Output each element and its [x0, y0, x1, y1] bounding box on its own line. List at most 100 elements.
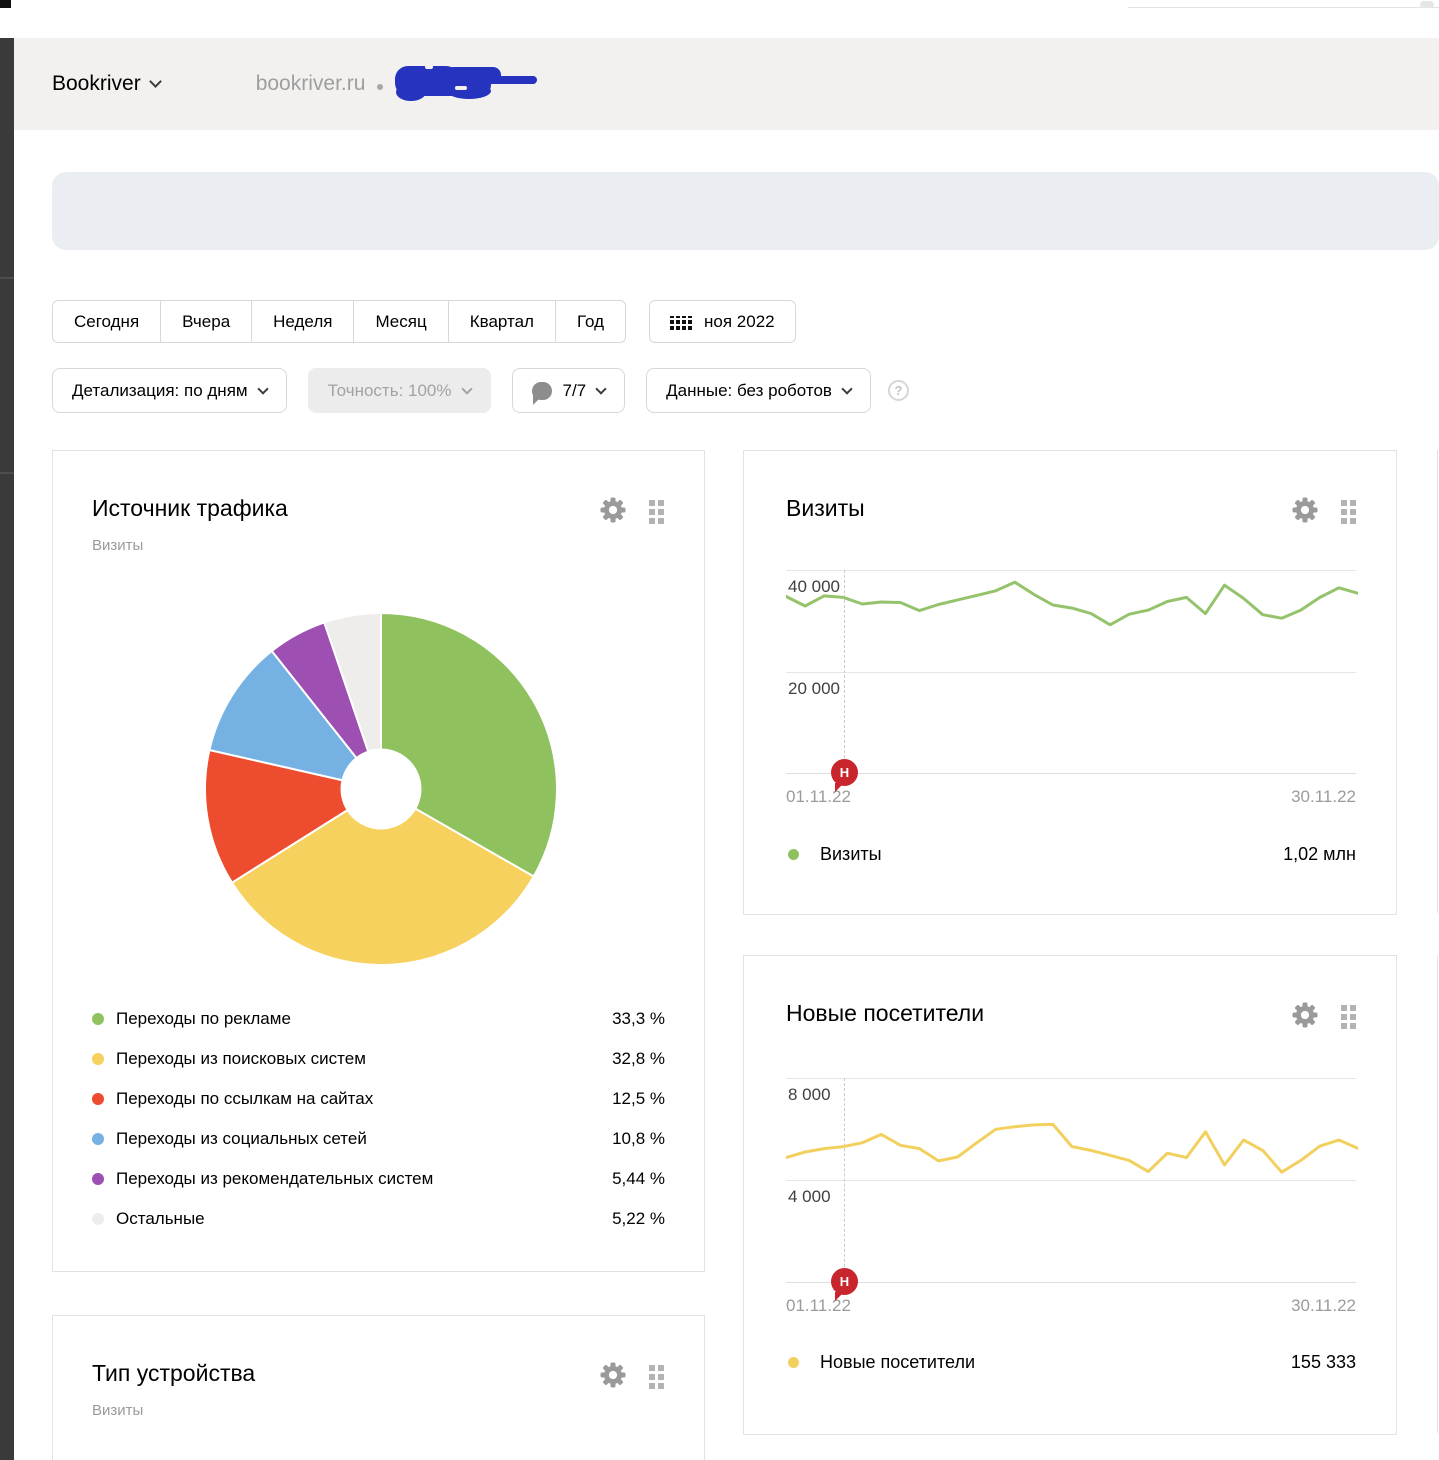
- tab-week[interactable]: Неделя: [251, 300, 355, 343]
- header: Bookriver bookriver.ru: [14, 38, 1439, 130]
- legend-row[interactable]: Переходы из поисковых систем 32,8 %: [92, 1039, 665, 1079]
- collapsed-sidebar[interactable]: [0, 38, 14, 1460]
- legend-dot-icon: [92, 1213, 104, 1225]
- legend-dot-icon: [92, 1173, 104, 1185]
- gridline: [786, 570, 1356, 571]
- filters-toolbar: Детализация: по дням Точность: 100% 7/7 …: [52, 368, 909, 413]
- widget-title: Новые посетители: [786, 1000, 985, 1026]
- note-marker-line: [844, 1078, 845, 1282]
- comment-bubble-icon: [531, 381, 552, 405]
- legend-value: 33,3 %: [612, 1009, 665, 1028]
- traffic-pie-chart[interactable]: [203, 611, 559, 967]
- data-mode-dropdown[interactable]: Данные: без роботов: [646, 368, 871, 413]
- x-axis-line: [786, 1282, 1356, 1283]
- widget-drag-handle-icon[interactable]: [649, 500, 664, 524]
- new-visitors-line-chart[interactable]: [786, 1071, 1358, 1296]
- counter-name-label: Bookriver: [52, 72, 141, 95]
- legend-label: Переходы из поисковых систем: [116, 1049, 366, 1068]
- counter-domain[interactable]: bookriver.ru: [255, 72, 366, 95]
- dot-separator-icon: [377, 84, 384, 90]
- legend-dot-icon: [788, 1357, 799, 1368]
- pie-slice[interactable]: [204, 748, 384, 885]
- y-tick-label: 8 000: [788, 1085, 831, 1104]
- chart-legend-row[interactable]: Новые посетители 155 333: [788, 1352, 1356, 1373]
- widget-subtitle: Визиты: [92, 1402, 144, 1419]
- x-end-label: 30.11.22: [1291, 787, 1356, 806]
- gridline: [786, 672, 1356, 673]
- chevron-down-icon: [148, 74, 162, 88]
- tab-yesterday[interactable]: Вчера: [160, 300, 253, 343]
- legend-row[interactable]: Переходы по рекламе 33,3 %: [92, 999, 665, 1039]
- legend-label: Остальные: [116, 1209, 205, 1228]
- help-icon[interactable]: ?: [887, 380, 909, 401]
- legend-label: Переходы из рекомендательных систем: [116, 1169, 434, 1188]
- accuracy-label: Точность: 100%: [327, 380, 452, 400]
- pie-slice[interactable]: [230, 787, 536, 966]
- date-range-picker-button[interactable]: ноя 2022: [649, 300, 796, 343]
- legend-dot-icon: [92, 1013, 104, 1025]
- gear-icon[interactable]: [600, 1362, 626, 1388]
- chevron-down-icon: [595, 382, 607, 395]
- pie-slice[interactable]: [208, 649, 384, 791]
- legend-value: 155 333: [1290, 1352, 1356, 1372]
- comments-dropdown[interactable]: 7/7: [511, 368, 626, 413]
- widget-drag-handle-icon[interactable]: [1341, 1005, 1356, 1029]
- legend-label: Новые посетители: [820, 1352, 976, 1372]
- legend-label: Переходы по ссылкам на сайтах: [116, 1089, 374, 1108]
- legend-label: Переходы из социальных сетей: [116, 1129, 367, 1148]
- counter-switcher[interactable]: Bookriver: [52, 72, 162, 96]
- offscreen-card-edge: [1437, 450, 1439, 913]
- y-tick-label: 4 000: [788, 1187, 831, 1206]
- legend-row[interactable]: Остальные 5,22 %: [92, 1199, 665, 1239]
- accuracy-dropdown[interactable]: Точность: 100%: [307, 368, 491, 413]
- detalization-dropdown[interactable]: Детализация: по дням: [52, 368, 287, 413]
- gear-icon[interactable]: [600, 497, 626, 523]
- period-tabs: Сегодня Вчера Неделя Месяц Квартал Год н…: [52, 300, 796, 343]
- visits-line-chart[interactable]: [786, 561, 1358, 781]
- chevron-down-icon: [256, 382, 269, 395]
- x-start-label: 01.11.22: [786, 787, 851, 806]
- widget-title: Тип устройства: [92, 1360, 256, 1386]
- widget-title: Источник трафика: [92, 495, 288, 521]
- tab-quarter[interactable]: Квартал: [447, 300, 556, 343]
- line-series: [786, 1122, 1358, 1174]
- gridline: [786, 1180, 1356, 1181]
- note-marker[interactable]: Н: [831, 759, 858, 786]
- widget-visits: Визиты 40 000 20 000 Н 01.11.22 30.11.22…: [743, 450, 1397, 915]
- widget-traffic-source: Источник трафика Визиты Переходы по рекл…: [52, 450, 705, 1272]
- window-corner-mark: [0, 0, 11, 8]
- tab-month[interactable]: Месяц: [353, 300, 449, 343]
- gear-icon[interactable]: [1292, 1002, 1318, 1028]
- window-top-border: [1128, 7, 1439, 8]
- legend-value: 10,8 %: [612, 1129, 665, 1148]
- y-tick-label: 40 000: [788, 577, 840, 596]
- legend-row[interactable]: Переходы из рекомендательных систем 5,44…: [92, 1159, 665, 1199]
- note-marker[interactable]: Н: [831, 1268, 858, 1295]
- legend-dot-icon: [92, 1053, 104, 1065]
- legend-row[interactable]: Переходы по ссылкам на сайтах 12,5 %: [92, 1079, 665, 1119]
- legend-dot-icon: [92, 1133, 104, 1145]
- x-end-label: 30.11.22: [1291, 1296, 1356, 1315]
- widget-title: Визиты: [786, 495, 865, 521]
- widget-drag-handle-icon[interactable]: [1341, 500, 1356, 524]
- legend-label: Визиты: [820, 844, 882, 864]
- pie-slice[interactable]: [380, 611, 558, 878]
- pie-slice[interactable]: [323, 611, 382, 790]
- legend-value: 12,5 %: [612, 1089, 665, 1108]
- offscreen-card-edge: [1437, 955, 1439, 1433]
- x-axis-line: [786, 773, 1356, 774]
- widget-subtitle: Визиты: [92, 537, 144, 554]
- chevron-down-icon: [841, 382, 853, 395]
- date-range-label: ноя 2022: [704, 311, 775, 331]
- tab-today[interactable]: Сегодня: [52, 300, 162, 343]
- legend-label: Переходы по рекламе: [116, 1009, 291, 1028]
- chart-legend-row[interactable]: Визиты 1,02 млн: [788, 844, 1356, 865]
- sidebar-divider: [0, 277, 14, 279]
- gear-icon[interactable]: [1292, 497, 1318, 523]
- window-top-smudge: [1420, 1, 1434, 8]
- widget-drag-handle-icon[interactable]: [649, 1365, 664, 1389]
- legend-row[interactable]: Переходы из социальных сетей 10,8 %: [92, 1119, 665, 1159]
- tab-year[interactable]: Год: [554, 300, 627, 343]
- x-start-label: 01.11.22: [786, 1296, 851, 1315]
- gridline: [786, 1078, 1356, 1079]
